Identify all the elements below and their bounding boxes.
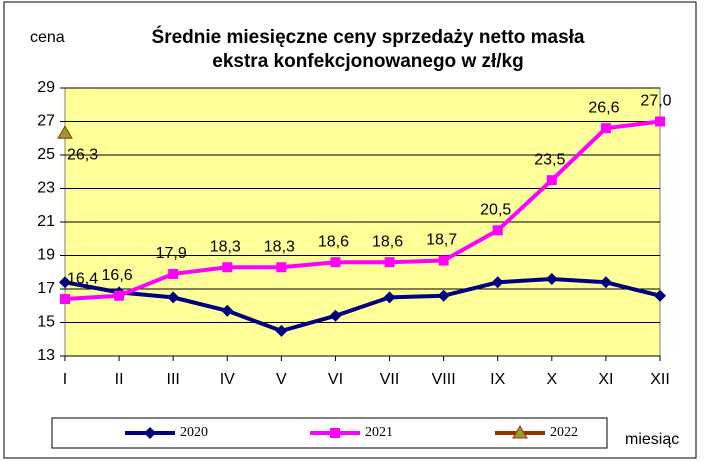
legend-label: 2021 (365, 425, 393, 440)
point (57, 125, 73, 139)
point (222, 262, 233, 273)
point (383, 291, 396, 304)
y-tick-label: 13 (37, 347, 55, 364)
x-tick-label: IV (220, 371, 235, 388)
legend-label: 2020 (180, 425, 208, 440)
point (330, 428, 340, 438)
point (330, 257, 341, 268)
data-label: 17,9 (156, 245, 187, 262)
series-line (64, 119, 661, 302)
point (600, 123, 611, 134)
legend-label: 2022 (550, 425, 578, 440)
x-tick-label: VI (328, 371, 343, 388)
y-tick-label: 15 (37, 314, 55, 331)
point (545, 272, 558, 285)
point (492, 225, 503, 236)
point (546, 175, 557, 186)
point (655, 116, 665, 127)
point (276, 262, 287, 273)
x-tick-label: XI (598, 371, 613, 388)
y-tick-label: 27 (37, 113, 55, 130)
x-tick-label: VII (380, 371, 400, 388)
x-tick-label: III (167, 371, 180, 388)
point (114, 290, 125, 301)
point (438, 255, 449, 266)
point (167, 291, 180, 304)
y-axis-label: cena (30, 29, 65, 46)
y-tick-label: 29 (37, 79, 55, 96)
x-tick-label: I (63, 371, 67, 388)
chart-title: Średnie miesięczne ceny sprzedaży netto … (152, 26, 585, 48)
point (59, 276, 71, 289)
data-label: 27,0 (640, 93, 671, 110)
point (654, 289, 666, 302)
point (221, 304, 234, 317)
y-tick-label: 25 (37, 146, 55, 163)
point (168, 268, 179, 279)
point (60, 294, 70, 305)
x-axis-label: miesiąc (625, 431, 679, 448)
data-label: 20,5 (480, 202, 511, 219)
point (491, 276, 504, 289)
data-label: 16,6 (102, 267, 133, 284)
data-label: 23,5 (534, 151, 565, 168)
x-tick-label: XII (650, 371, 670, 388)
x-tick-label: X (546, 371, 557, 388)
point (144, 427, 156, 439)
x-tick-label: II (115, 371, 124, 388)
point (384, 257, 395, 268)
data-label: 18,3 (264, 238, 295, 255)
data-label: 26,6 (588, 99, 619, 116)
point (512, 425, 528, 439)
x-tick-label: VIII (432, 371, 456, 388)
y-tick-label: 19 (37, 247, 55, 264)
data-label: 18,6 (318, 233, 349, 250)
point (329, 309, 342, 322)
y-tick-label: 21 (37, 213, 55, 230)
x-tick-label: V (276, 371, 287, 388)
y-tick-label: 23 (37, 180, 55, 197)
data-label: 18,3 (210, 238, 241, 255)
x-tick-label: IX (490, 371, 505, 388)
series-line (64, 276, 661, 333)
point (599, 276, 612, 289)
chart-title: ekstra konfekcjonowanego w zł/kg (212, 51, 523, 72)
data-label: 18,6 (372, 233, 403, 250)
point (437, 289, 450, 302)
data-label: 16,4 (67, 270, 98, 287)
data-label: 18,7 (426, 232, 457, 249)
point (275, 324, 288, 337)
y-tick-label: 17 (37, 280, 55, 297)
data-label: 26,3 (67, 146, 98, 163)
